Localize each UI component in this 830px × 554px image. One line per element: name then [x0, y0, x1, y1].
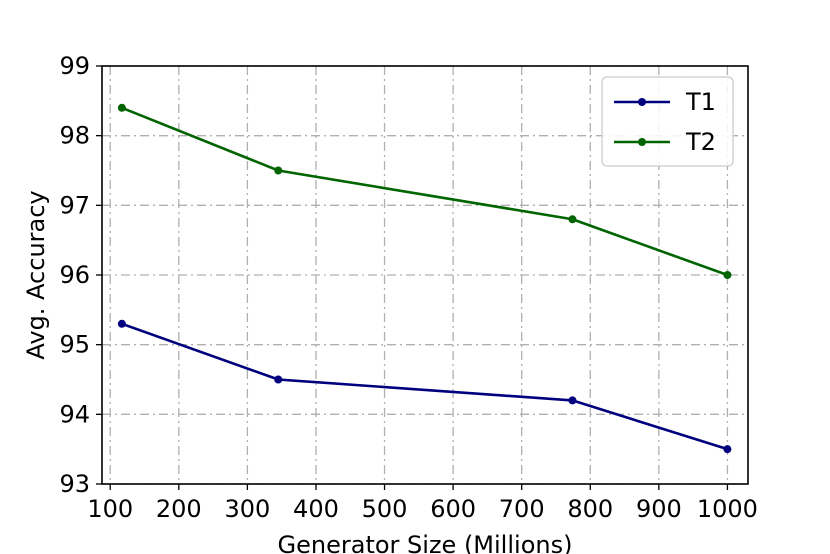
x-tick-label: 100: [87, 495, 133, 523]
legend-marker-t1: [638, 98, 646, 106]
x-tick-label: 600: [430, 495, 476, 523]
x-tick-label: 300: [224, 495, 270, 523]
y-tick-label: 97: [59, 191, 90, 219]
legend-marker-t2: [638, 138, 646, 146]
legend-box: [601, 76, 734, 167]
y-tick-label: 94: [59, 400, 90, 428]
x-tick-label: 200: [156, 495, 202, 523]
x-tick-label: 900: [636, 495, 682, 523]
series-layer: [117, 103, 732, 454]
x-tick-label: 400: [293, 495, 339, 523]
data-point-t1: [568, 396, 577, 405]
x-tick-label: 500: [362, 495, 408, 523]
y-tick-label: 95: [59, 331, 90, 359]
data-point-t2: [117, 103, 126, 112]
y-axis-label: Avg. Accuracy: [22, 190, 50, 359]
x-tick-label: 800: [567, 495, 613, 523]
x-axis-label: Generator Size (Millions): [278, 531, 573, 554]
data-point-t1: [723, 445, 732, 454]
data-point-t1: [274, 375, 283, 384]
data-point-t1: [117, 319, 126, 328]
y-tick-label: 98: [59, 122, 90, 150]
axis-ticks: 100 200 300 400 500 600 700 800 900 1000 93 94 95 96 9…: [59, 52, 758, 523]
series-line-t2: [121, 106, 728, 277]
data-point-t2: [274, 166, 283, 175]
legend-label-t2: T2: [685, 128, 716, 156]
legend-label-t1: T1: [685, 88, 716, 116]
data-point-t2: [723, 271, 732, 279]
y-tick-label: 96: [59, 261, 90, 289]
data-point-t2: [568, 215, 577, 224]
y-tick-label: 93: [59, 470, 90, 498]
series-line-t1: [121, 322, 728, 451]
x-tick-label: 700: [499, 495, 545, 523]
x-tick-label: 1000: [697, 495, 758, 523]
y-tick-label: 99: [59, 52, 90, 80]
